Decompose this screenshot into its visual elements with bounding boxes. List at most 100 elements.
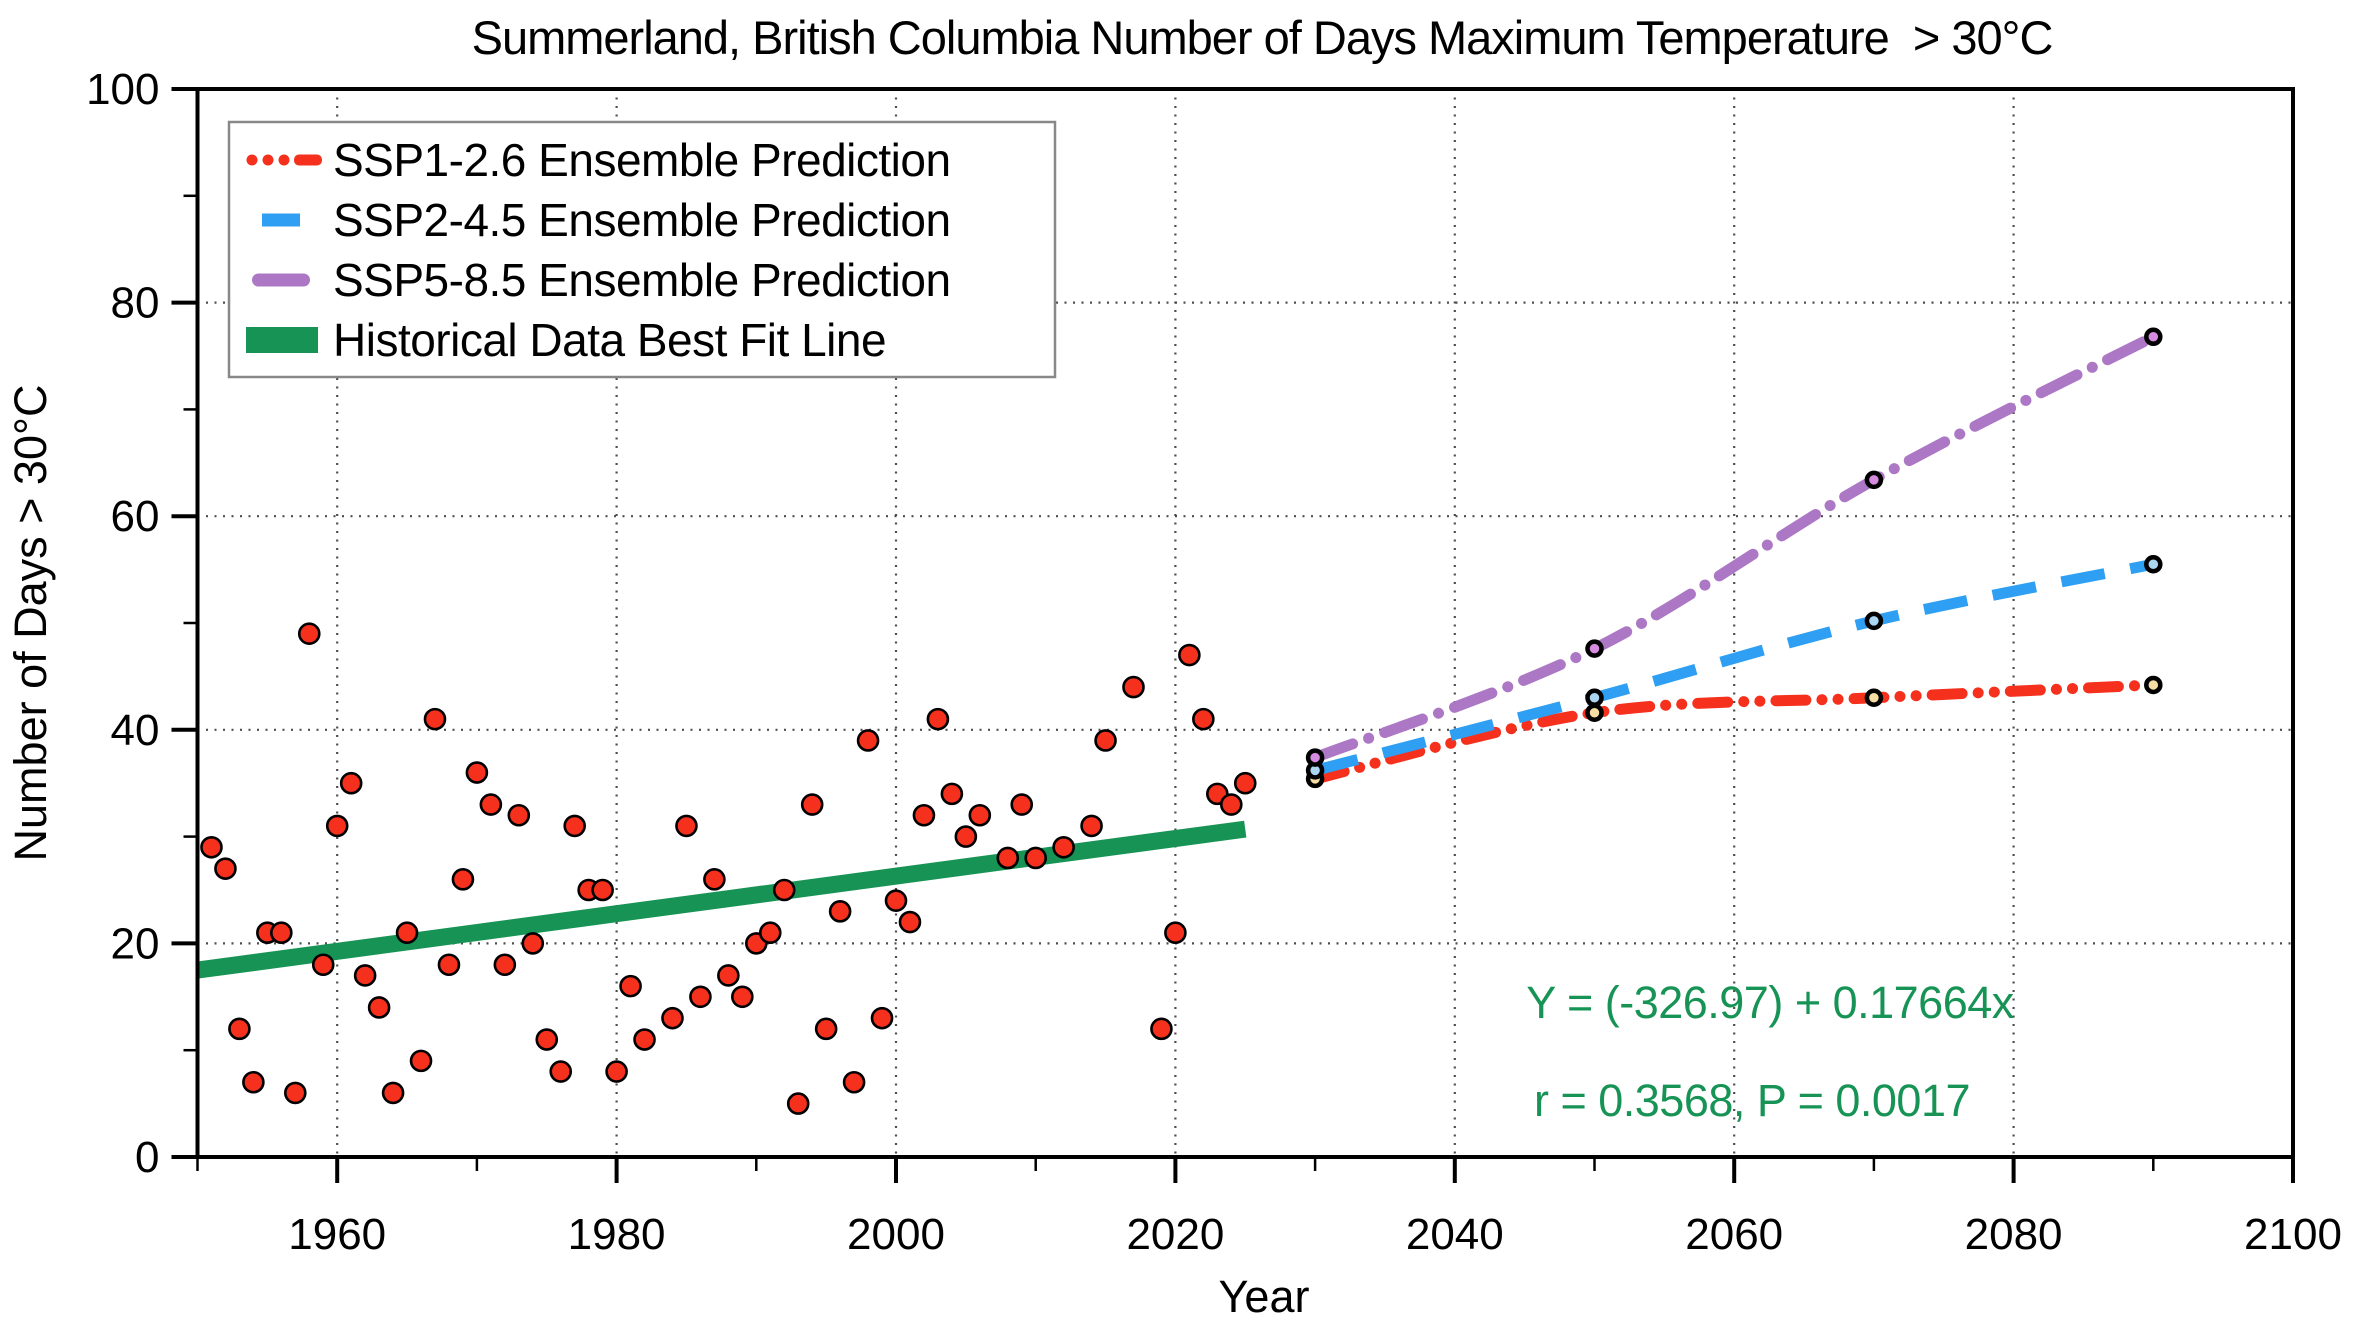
scatter-point bbox=[689, 985, 712, 1009]
scatter-point bbox=[1192, 707, 1215, 731]
scatter-point bbox=[842, 1070, 866, 1094]
ssp1-swatch bbox=[262, 154, 274, 166]
prediction-line bbox=[1309, 679, 2159, 785]
y-tick-label: 60 bbox=[111, 492, 160, 541]
scatter-point bbox=[675, 814, 698, 838]
prediction-line bbox=[1309, 331, 2159, 764]
scatter-point bbox=[311, 953, 335, 977]
scatter-point bbox=[633, 1028, 656, 1051]
x-tick-label: 1980 bbox=[568, 1210, 666, 1259]
scatter-point bbox=[786, 1092, 810, 1115]
chart-title: Summerland, British Columbia Number of D… bbox=[472, 11, 2053, 64]
prediction-marker bbox=[1585, 688, 1604, 708]
scatter-point bbox=[772, 878, 796, 902]
prediction-line bbox=[1313, 558, 2155, 776]
scatter-point bbox=[381, 1081, 405, 1105]
prediction-marker bbox=[2144, 675, 2163, 695]
scatter-point bbox=[353, 964, 377, 987]
scatter-point bbox=[409, 1049, 433, 1073]
x-tick-label: 2100 bbox=[2244, 1210, 2342, 1259]
prediction-marker bbox=[1585, 703, 1604, 722]
scatter-point bbox=[1052, 835, 1075, 859]
scatter-point bbox=[814, 1017, 838, 1041]
x-tick-label: 2040 bbox=[1406, 1210, 1504, 1259]
best-fit-line bbox=[196, 820, 1247, 979]
data-layer bbox=[196, 327, 2163, 1115]
scatter-point bbox=[549, 1060, 573, 1083]
prediction-marker bbox=[1864, 611, 1884, 631]
scatter-point bbox=[283, 1081, 307, 1105]
scatter-point bbox=[968, 803, 992, 827]
ssp2-swatch bbox=[262, 213, 300, 227]
scatter-point bbox=[451, 868, 475, 891]
regression-annotation: Y = (-326.97) + 0.17664x r = 0.3568, P =… bbox=[1526, 977, 2015, 1126]
prediction-marker bbox=[2144, 555, 2163, 574]
scatter-point bbox=[339, 771, 363, 795]
x-tick-label: 1960 bbox=[288, 1210, 386, 1259]
scatter-point bbox=[1010, 793, 1034, 816]
scatter-point bbox=[325, 814, 349, 838]
ssp1-swatch bbox=[246, 154, 258, 166]
legend-item-ssp1-label: SSP1-2.6 Ensemble Prediction bbox=[333, 134, 951, 186]
scatter-point bbox=[954, 825, 978, 848]
legend-item-ssp2-label: SSP2-4.5 Ensemble Prediction bbox=[333, 194, 951, 246]
scatter-point bbox=[270, 921, 293, 945]
scatter-point bbox=[898, 910, 922, 934]
prediction-marker bbox=[1864, 470, 1884, 490]
regression-stats: r = 0.3568, P = 0.0017 bbox=[1534, 1075, 1970, 1126]
y-tick-label: 40 bbox=[111, 706, 160, 755]
regression-equation: Y = (-326.97) + 0.17664x bbox=[1526, 977, 2015, 1028]
scatter-point bbox=[870, 1006, 894, 1030]
x-tick-label: 2020 bbox=[1126, 1210, 1224, 1259]
scatter-point bbox=[926, 707, 950, 731]
prediction-marker bbox=[1585, 639, 1604, 658]
legend-box bbox=[227, 120, 1057, 379]
legend-swatches bbox=[246, 154, 322, 353]
y-tick-label: 0 bbox=[135, 1133, 159, 1182]
scatter-point bbox=[1080, 814, 1103, 838]
legend: SSP1-2.6 Ensemble Prediction SSP2-4.5 En… bbox=[227, 120, 1057, 379]
x-tick-label: 2000 bbox=[847, 1210, 945, 1259]
scatter-point bbox=[996, 846, 1020, 870]
scatter-point bbox=[437, 953, 461, 977]
scatter-point bbox=[758, 921, 782, 945]
y-tick-label: 100 bbox=[86, 65, 159, 114]
scatter-point bbox=[703, 868, 726, 891]
ssp5-swatch bbox=[252, 273, 310, 287]
scatter-point bbox=[856, 729, 880, 752]
scatter-point bbox=[214, 857, 237, 880]
axes-layer: 1960 1980 2000 2020 2040 2060 2080 210002040608… bbox=[86, 65, 2342, 1259]
scatter-point bbox=[605, 1060, 628, 1083]
scatter-point bbox=[535, 1028, 559, 1051]
plot-border bbox=[195, 87, 2295, 1159]
legend-item-ssp5-label: SSP5-8.5 Ensemble Prediction bbox=[333, 254, 951, 306]
scatter-point bbox=[200, 835, 223, 859]
x-tick-label: 2080 bbox=[1965, 1210, 2063, 1259]
scatter-point bbox=[242, 1070, 265, 1094]
scatter-point bbox=[1164, 921, 1187, 945]
prediction-marker bbox=[1864, 688, 1884, 708]
scatter-point bbox=[563, 814, 586, 838]
scatter-point bbox=[1122, 675, 1145, 699]
scatter-point bbox=[717, 964, 740, 987]
scatter-point bbox=[1178, 643, 1201, 667]
scatter-point bbox=[423, 707, 447, 731]
y-axis-label: Number of Days > 30°C bbox=[5, 385, 56, 862]
scatter-point bbox=[1233, 771, 1257, 795]
y-tick-label: 20 bbox=[111, 919, 160, 968]
scatter-point bbox=[367, 996, 391, 1019]
ssp1-swatch bbox=[278, 154, 290, 166]
scatter-point bbox=[591, 878, 614, 902]
scatter-point bbox=[521, 932, 545, 955]
y-tick-label: 80 bbox=[111, 279, 160, 328]
scatter-point bbox=[800, 793, 824, 816]
scatter-point bbox=[297, 622, 321, 645]
scatter-point bbox=[479, 793, 503, 816]
scatter-point bbox=[1024, 846, 1047, 870]
scatter-point bbox=[731, 985, 754, 1009]
scatter-point bbox=[493, 953, 517, 977]
x-axis-label: Year bbox=[1219, 1271, 1310, 1322]
scatter-point bbox=[828, 900, 852, 923]
